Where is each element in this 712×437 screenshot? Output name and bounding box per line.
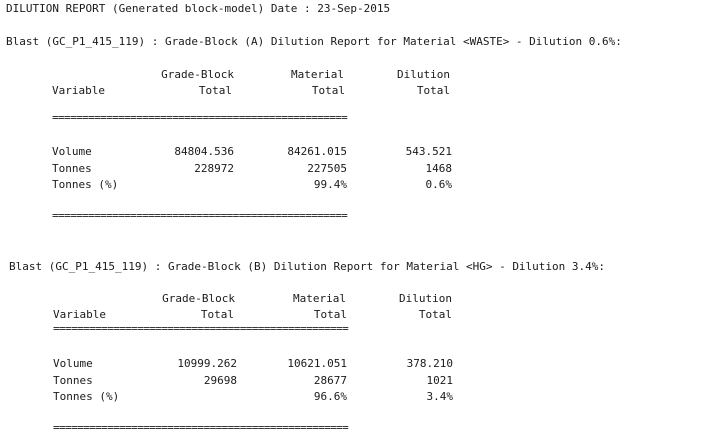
block-b-row-tonnes-pct-dilution: 3.4%	[426, 390, 454, 403]
block-a-top-separator: ========================================…	[52, 114, 348, 122]
block-b-col-grade-block-total: Total	[200, 308, 234, 321]
block-b-row-tonnes-pct-material: 96.6%	[313, 390, 347, 403]
block-a-row-volume-grade-block: 84804.536	[174, 145, 234, 158]
block-a-row-volume-material: 84261.015	[287, 145, 347, 158]
block-a-title: Blast (GC_P1_415_119) : Grade-Block (A) …	[6, 35, 622, 48]
block-b-row-tonnes-pct-label: Tonnes (%)	[53, 390, 120, 403]
block-b-col-variable-header: Variable	[53, 308, 106, 321]
block-b-row-volume-label: Volume	[53, 357, 93, 370]
block-b-row-volume-material: 10621.051	[287, 357, 347, 370]
block-b-row-tonnes-dilution: 1021	[426, 374, 454, 387]
block-a-col-grade-block-total: Total	[198, 84, 232, 97]
block-a-col-variable-header: Variable	[52, 84, 105, 97]
block-a-col-material-total: Total	[311, 84, 345, 97]
block-b-bottom-separator: ========================================…	[53, 424, 349, 432]
block-b-col-material-total: Total	[313, 308, 347, 321]
block-a-row-tonnes-pct-dilution: 0.6%	[425, 178, 453, 191]
block-a-row-tonnes-material: 227505	[307, 162, 347, 175]
block-b-title: Blast (GC_P1_415_119) : Grade-Block (B) …	[9, 260, 606, 273]
block-b-col-dilution-total: Total	[418, 308, 452, 321]
block-b-col-grade-block-header: Grade-Block	[162, 292, 235, 305]
block-b-row-tonnes-grade-block: 29698	[203, 374, 237, 387]
block-b-row-volume-grade-block: 10999.262	[177, 357, 237, 370]
block-a-col-dilution-total: Total	[416, 84, 450, 97]
block-a-col-grade-block-header: Grade-Block	[161, 68, 234, 81]
block-b-top-separator: ========================================…	[53, 325, 349, 333]
block-a-row-tonnes-pct-label: Tonnes (%)	[52, 178, 119, 191]
block-b-row-tonnes-material: 28677	[313, 374, 347, 387]
block-a-bottom-separator: ========================================…	[52, 212, 348, 220]
block-a-col-dilution-header: Dilution	[397, 68, 450, 81]
block-b-row-volume-dilution: 378.210	[406, 357, 453, 370]
block-b-col-dilution-header: Dilution	[399, 292, 452, 305]
block-a-row-tonnes-grade-block: 228972	[194, 162, 234, 175]
block-b-row-tonnes-label: Tonnes	[53, 374, 93, 387]
block-a-col-material-header: Material	[291, 68, 344, 81]
block-a-row-tonnes-label: Tonnes	[52, 162, 92, 175]
block-a-row-volume-label: Volume	[52, 145, 92, 158]
report-header: DILUTION REPORT (Generated block-model) …	[6, 2, 391, 15]
block-a-row-volume-dilution: 543.521	[405, 145, 452, 158]
block-a-row-tonnes-dilution: 1468	[425, 162, 453, 175]
block-a-row-tonnes-pct-material: 99.4%	[313, 178, 347, 191]
block-b-col-material-header: Material	[293, 292, 346, 305]
